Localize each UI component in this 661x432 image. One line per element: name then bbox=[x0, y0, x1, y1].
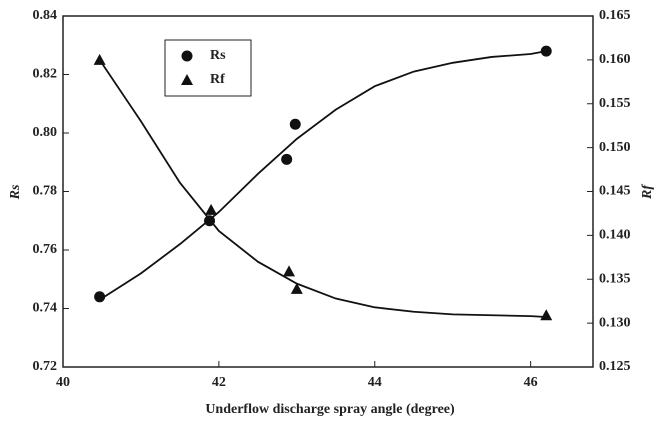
y-tick-label: 0.84 bbox=[33, 8, 58, 23]
y2-tick-label: 0.145 bbox=[599, 184, 631, 199]
fit-curve bbox=[99, 50, 547, 301]
legend-marker bbox=[181, 50, 193, 62]
triangle-marker bbox=[540, 309, 553, 321]
y2-axis-label: Rf bbox=[640, 184, 655, 200]
plot-frame bbox=[62, 15, 594, 368]
y2-tick-label: 0.160 bbox=[599, 52, 631, 67]
x-tick-label: 44 bbox=[368, 375, 382, 390]
circle-marker bbox=[94, 291, 106, 303]
x-tick-label: 42 bbox=[212, 375, 226, 390]
y2-tick-label: 0.125 bbox=[599, 359, 631, 374]
y2-tick-label: 0.140 bbox=[599, 228, 631, 243]
y2-tick-label: 0.155 bbox=[599, 96, 631, 111]
legend-box bbox=[164, 39, 252, 97]
y2-tick-label: 0.165 bbox=[599, 8, 631, 23]
y2-tick-label: 0.130 bbox=[599, 315, 631, 330]
y2-tick-label: 0.150 bbox=[599, 140, 631, 155]
y-tick-label: 0.80 bbox=[33, 125, 58, 140]
circle-marker bbox=[540, 45, 552, 57]
y-tick-label: 0.72 bbox=[33, 359, 58, 374]
circle-marker bbox=[281, 153, 293, 165]
triangle-marker bbox=[290, 282, 303, 294]
y-axis-label: Rs bbox=[8, 184, 23, 200]
fit-curve bbox=[98, 59, 547, 318]
x-tick-label: 46 bbox=[524, 375, 538, 390]
y-tick-label: 0.74 bbox=[33, 301, 58, 316]
triangle-marker bbox=[205, 203, 218, 215]
legend-label: Rs bbox=[210, 48, 226, 63]
circle-marker bbox=[289, 118, 301, 130]
triangle-marker bbox=[283, 265, 296, 277]
legend-marker bbox=[181, 74, 193, 85]
x-tick-label: 40 bbox=[56, 375, 70, 390]
legend-label: Rf bbox=[210, 72, 225, 87]
y2-tick-label: 0.135 bbox=[599, 271, 631, 286]
y-tick-label: 0.78 bbox=[33, 184, 58, 199]
triangle-marker bbox=[93, 53, 106, 65]
y-tick-label: 0.82 bbox=[33, 67, 58, 82]
x-axis-label: Underflow discharge spray angle (degree) bbox=[205, 402, 455, 417]
y-tick-label: 0.76 bbox=[33, 242, 58, 257]
